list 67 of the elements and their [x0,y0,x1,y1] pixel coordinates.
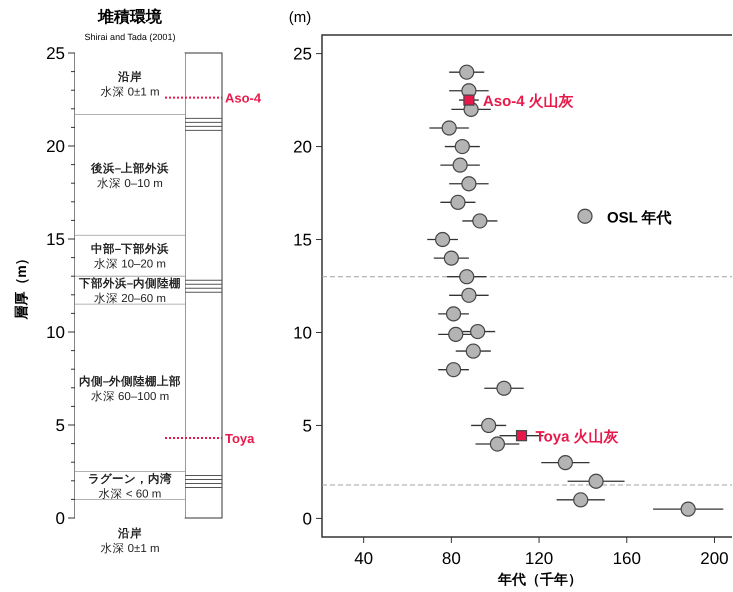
point [459,269,474,284]
point [680,502,696,517]
point [573,492,588,508]
series-label: 内側–外側陸棚上部 [78,374,182,388]
point [459,64,474,80]
y-tick-label: 15 [46,230,65,249]
y-tick-label: 10 [293,323,312,342]
point [434,232,450,248]
series-label: 下部外浜–内側陸棚 [78,276,182,290]
point [481,418,496,434]
y-tick-label: 15 [293,230,312,250]
point [446,306,462,322]
annotation: 水深 10–20 m [94,258,166,271]
ref-line-label: Toya [225,431,256,446]
y-tick-label: 10 [46,323,65,342]
x-tick-label: 200 [700,549,729,568]
annotation: 水深 20–60 m [94,292,166,306]
point [490,436,505,452]
point [470,324,486,340]
annotation: 水深 0±1 m [100,86,160,99]
point [472,213,488,229]
x-tick-label: 120 [524,549,554,568]
point [446,362,462,378]
series-label: 中部–下部外浜 [90,242,170,256]
point [466,343,481,359]
y-tick-label: 25 [46,44,65,63]
y-tick-label: 20 [293,138,312,157]
series-label: ラグーン，内湾 [88,471,172,486]
series-label: 沿岸 [117,526,142,540]
point [444,250,459,266]
annotation: Aso-4 火山灰 [482,93,575,110]
annotation: Toya 火山灰 [536,428,620,446]
legend-label: OSL 年代 [607,209,672,226]
point [448,326,464,342]
y-tick-label: 0 [56,509,65,528]
point [463,94,474,106]
y-tick-label: 5 [56,416,65,435]
x-tick-label: 40 [354,549,374,568]
ref-line-label: Aso-4 [225,90,262,106]
chart-title: 堆積環境 [97,7,163,26]
point [461,288,476,303]
y-axis-title: (m) [288,9,312,26]
y-tick-label: 25 [293,44,312,64]
series-label: 後浜–上部外浜 [90,160,170,175]
point [516,430,528,442]
point [558,455,573,470]
point [442,120,457,136]
annotation: 水深 60–100 m [90,390,170,403]
point [450,194,466,210]
point [588,474,604,489]
x-tick-label: 80 [442,549,461,568]
legend: OSL 年代 [577,208,672,226]
y-tick-label: 20 [46,137,65,156]
chart-subtitle: Shirai and Tada (2001) [84,32,176,42]
y-tick-label: 5 [302,416,312,436]
point [452,158,468,173]
text: 水深 0±1 m [100,542,160,555]
y-tick-label: 0 [302,509,312,528]
x-axis-title: 年代（千年） [497,571,582,587]
point [454,138,470,154]
point [461,176,476,192]
annotation: 水深 < 60 m [98,487,162,500]
series-label: 沿岸 [117,70,142,84]
x-tick-label: 160 [612,549,641,568]
y-axis-title: 層厚（m） [13,251,29,321]
annotation: 水深 0–10 m [97,176,163,190]
point [496,380,512,396]
